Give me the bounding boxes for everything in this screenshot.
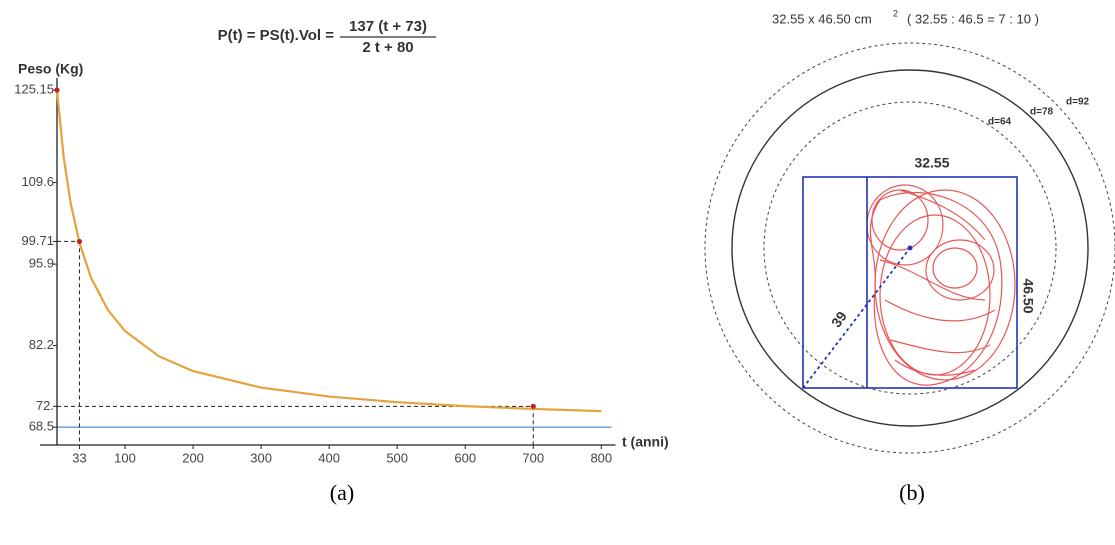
circle-d92 (704, 42, 1115, 454)
circle-d64 (763, 101, 1057, 395)
x-tick-label: 600 (454, 450, 476, 465)
x-tick-label: 800 (590, 450, 612, 465)
x-tick-label: 200 (182, 450, 204, 465)
size-sup: 2 (893, 8, 898, 18)
line (55, 90, 602, 413)
y-tick-label: 82.2 (29, 337, 54, 352)
y-tick-label: 95.9 (29, 256, 54, 271)
x-tick-label: 300 (250, 450, 272, 465)
height-label: 46.50 (1020, 278, 1036, 313)
y-tick-label: 109.6 (21, 174, 54, 189)
ratio-text: ( 32.55 : 46.5 = 7 : 10 ) (907, 11, 1039, 26)
highlight-point (54, 87, 60, 93)
title-numerator: 137 (t + 73) (349, 18, 427, 35)
diagram: 32.55 x 46.50 cm 2 ( 32.55 : 46.5 = 7 : … (704, 8, 1115, 505)
y-tick-label: 68.5 (29, 419, 54, 434)
caption-b: (b) (899, 480, 925, 505)
title-denominator: 2 t + 80 (362, 39, 413, 56)
radius-label: 39 (828, 308, 850, 330)
circle-label: d=92 (1066, 97, 1090, 108)
width-label: 32.55 (914, 155, 949, 171)
circle-label: d=64 (988, 117, 1012, 128)
circle-d78 (731, 69, 1089, 427)
center-dot (907, 245, 913, 251)
caption-a: (a) (330, 480, 354, 505)
x-tick-label: 100 (114, 450, 136, 465)
x-tick-label: 33 (72, 450, 86, 465)
plot: 68.5 72. 82.2 95.9 99.71 109.6 125.15 33 100 200 3… (14, 78, 616, 465)
x-tick-label: 500 (386, 450, 408, 465)
circle-label: d=78 (1030, 107, 1054, 118)
title-lhs: P(t) = PS(t).Vol = (218, 27, 335, 44)
x-tick-label: 700 (522, 450, 544, 465)
y-tick-label: 72. (36, 398, 54, 413)
y-axis-label: Peso (Kg) (18, 61, 83, 77)
size-text: 32.55 x 46.50 cm (772, 11, 872, 26)
highlight-point (530, 403, 536, 409)
x-axis-label: t (anni) (622, 434, 669, 450)
y-tick-label: 125.15 (14, 81, 54, 96)
x-tick-label: 400 (318, 450, 340, 465)
y-tick-label: 99.71 (21, 233, 54, 248)
scribble (866, 184, 1016, 386)
highlight-point (76, 238, 83, 245)
bounding-rect (802, 176, 1018, 389)
radius-line (802, 247, 911, 389)
